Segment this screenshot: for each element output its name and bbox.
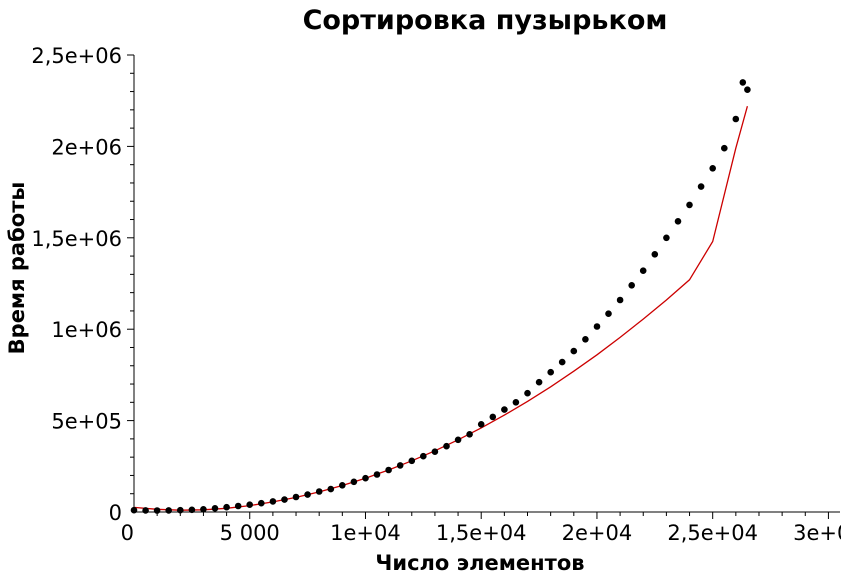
ticks [127,54,829,519]
y-axis-title: Время работы [5,182,29,355]
x-tick-label: 0 [121,521,134,545]
data-point [385,466,392,474]
data-point [663,234,670,242]
data-point [304,491,311,498]
data-point [477,421,485,428]
data-point [431,448,439,456]
data-point [570,347,578,355]
data-point [651,251,659,258]
data-point [593,323,601,330]
data-point [234,502,242,510]
data-point [697,183,705,190]
data-point [350,478,358,486]
x-tick-label: 1,5e+04 [436,521,527,545]
data-point [258,499,265,507]
data-point [211,505,219,512]
y-tick-label: 2,5e+06 [31,44,122,68]
data-point [153,507,161,514]
data-point [721,144,728,152]
data-point [246,501,253,509]
data-point [142,507,149,514]
data-point [616,296,624,304]
y-tick-label: 0 [109,501,122,525]
data-point [165,507,172,514]
data-point [420,452,427,460]
data-point [582,336,589,343]
data-point [223,503,230,511]
data-point [339,482,346,489]
data-point [686,201,693,209]
x-tick-label: 5 000 [220,521,280,545]
data-point [501,406,508,413]
data-point [639,267,647,275]
x-tick-labels: 0 5 000 1e+04 1,5e+04 2e+04 2,5e+04 3e+04 [121,521,841,545]
data-point [454,436,462,444]
data-point [489,413,497,421]
points-layer [130,79,751,514]
chart-title: Сортировка пузырьком [303,5,668,36]
data-point [709,165,716,172]
x-tick-label: 1e+04 [330,521,401,545]
data-point [466,431,473,438]
fit-line-layer [133,106,749,511]
y-tick-labels: 0 5e+05 1e+06 1,5e+06 2e+06 2,5e+06 [31,44,122,525]
y-tick-label: 1,5e+06 [31,227,122,251]
data-point [373,471,381,478]
data-point [744,86,751,93]
data-point [408,457,416,465]
data-point [558,358,566,366]
data-point [269,498,277,505]
y-tick-label: 1e+06 [51,318,122,342]
data-point [327,485,335,493]
x-tick-label: 3e+04 [793,521,841,545]
data-point [443,442,450,450]
y-tick-label: 5e+05 [51,410,122,434]
data-point [177,506,184,514]
x-axis-title: Число элементов [375,551,584,575]
data-point [674,218,682,225]
data-point [739,79,747,86]
data-point [188,506,196,514]
data-point [605,310,612,318]
x-tick-label: 2e+04 [562,521,633,545]
data-point [281,496,288,503]
fit-line [133,106,749,511]
x-tick-label: 2,5e+04 [667,521,758,545]
data-point [315,488,323,495]
data-point [628,282,635,289]
data-point [535,378,543,386]
data-point [200,506,207,513]
data-point [292,493,300,501]
data-point [547,368,554,376]
data-point [524,389,531,397]
data-point [732,115,740,123]
data-point [130,506,138,514]
y-tick-label: 2e+06 [51,135,122,159]
data-point [512,399,520,406]
data-point [396,462,404,469]
axes [133,55,840,513]
data-point [362,474,369,482]
